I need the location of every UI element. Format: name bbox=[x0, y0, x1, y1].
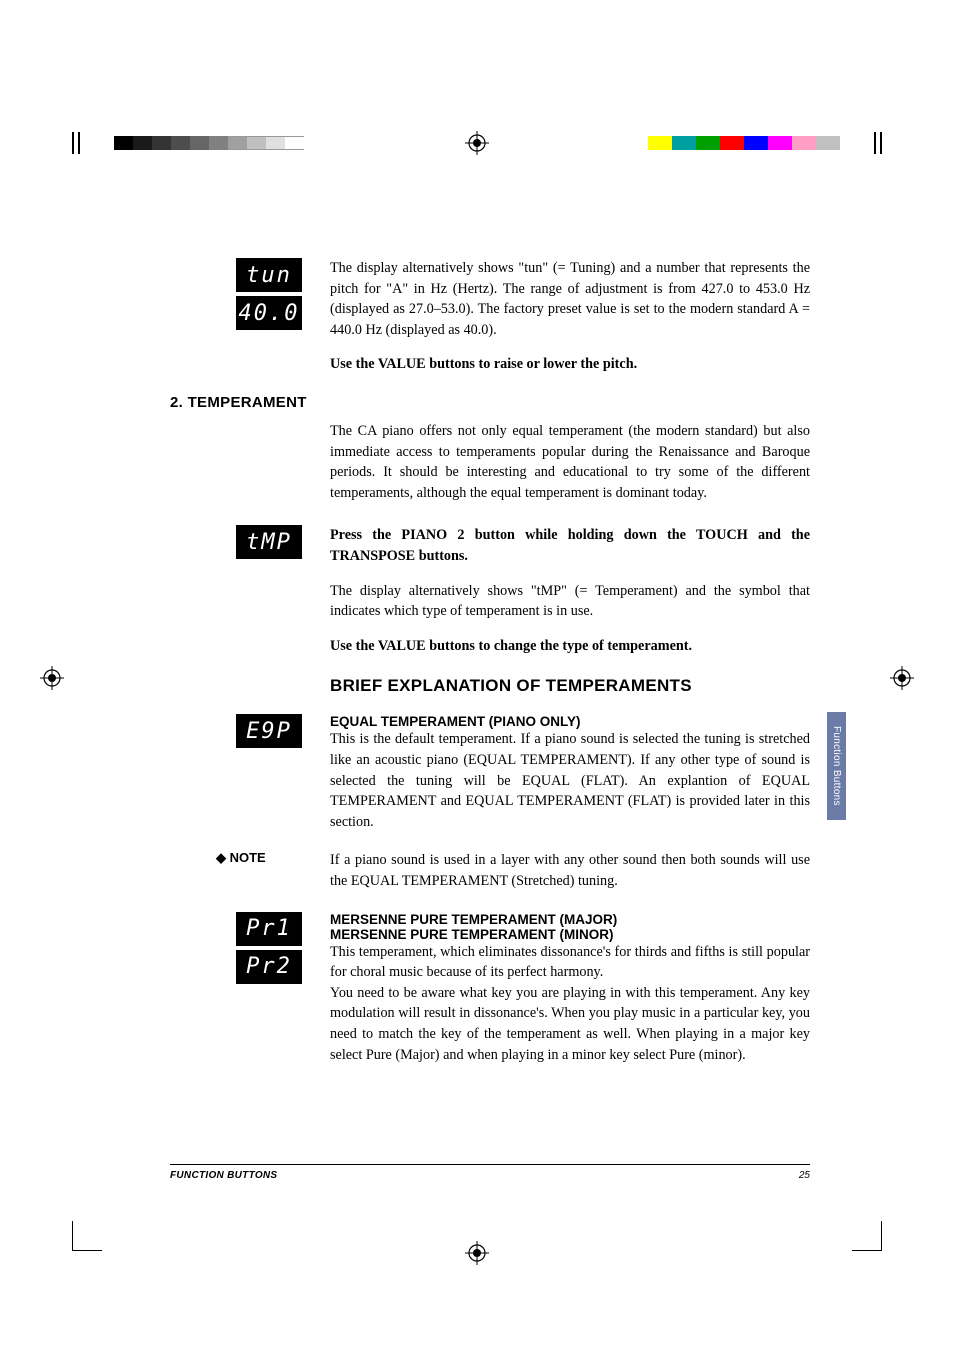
tuning-description: The display alternatively shows "tun" (=… bbox=[330, 258, 810, 340]
registration-center-top bbox=[465, 131, 489, 155]
tuning-instruction: Use the VALUE buttons to raise or lower … bbox=[330, 354, 810, 375]
temperament-description: The CA piano offers not only equal tempe… bbox=[330, 421, 810, 503]
footer-section-name: FUNCTION BUTTONS bbox=[170, 1170, 277, 1181]
display-tun-value: 40.0 bbox=[236, 296, 302, 330]
note-label: ◆ NOTE bbox=[216, 850, 266, 866]
grayscale-bar bbox=[114, 136, 304, 150]
crop-mark-bl bbox=[72, 1221, 102, 1251]
registration-marks-top bbox=[0, 128, 954, 158]
display-pr2: Pr2 bbox=[236, 950, 302, 984]
note-text: NOTE bbox=[230, 850, 266, 865]
registration-marks-bottom bbox=[0, 1221, 954, 1281]
display-tmp: tMP bbox=[236, 525, 302, 559]
registration-right bbox=[890, 666, 914, 690]
display-pr1: Pr1 bbox=[236, 912, 302, 946]
mersenne-minor-heading: MERSENNE PURE TEMPERAMENT (MINOR) bbox=[330, 927, 810, 942]
tmp-value-instruction: Use the VALUE buttons to change the type… bbox=[330, 636, 810, 657]
mersenne-major-heading: MERSENNE PURE TEMPERAMENT (MAJOR) bbox=[330, 912, 810, 927]
display-tun: tun bbox=[236, 258, 302, 292]
tmp-description: The display alternatively shows "tMP" (=… bbox=[330, 581, 810, 622]
registration-left bbox=[40, 666, 64, 690]
footer-page-number: 25 bbox=[799, 1170, 810, 1181]
registration-center-bottom bbox=[465, 1241, 489, 1265]
page-content: tun 40.0 The display alternatively shows… bbox=[170, 258, 810, 1082]
tmp-instruction: Press the PIANO 2 button while holding d… bbox=[330, 525, 810, 566]
equal-temperament-heading: EQUAL TEMPERAMENT (PIANO ONLY) bbox=[330, 714, 810, 729]
side-tab-label: Function Buttons bbox=[827, 712, 846, 820]
temperament-heading: 2. TEMPERAMENT bbox=[170, 394, 810, 411]
brief-explanation-heading: BRIEF EXPLANATION OF TEMPERAMENTS bbox=[330, 676, 810, 696]
color-bar bbox=[648, 136, 840, 150]
display-eqp: E9P bbox=[236, 714, 302, 748]
note-description: If a piano sound is used in a layer with… bbox=[330, 850, 810, 891]
page-footer: FUNCTION BUTTONS 25 bbox=[170, 1164, 810, 1181]
crop-mark-br bbox=[852, 1221, 882, 1251]
equal-temperament-description: This is the default temperament. If a pi… bbox=[330, 729, 810, 832]
mersenne-description: This temperament, which eliminates disso… bbox=[330, 942, 810, 1066]
